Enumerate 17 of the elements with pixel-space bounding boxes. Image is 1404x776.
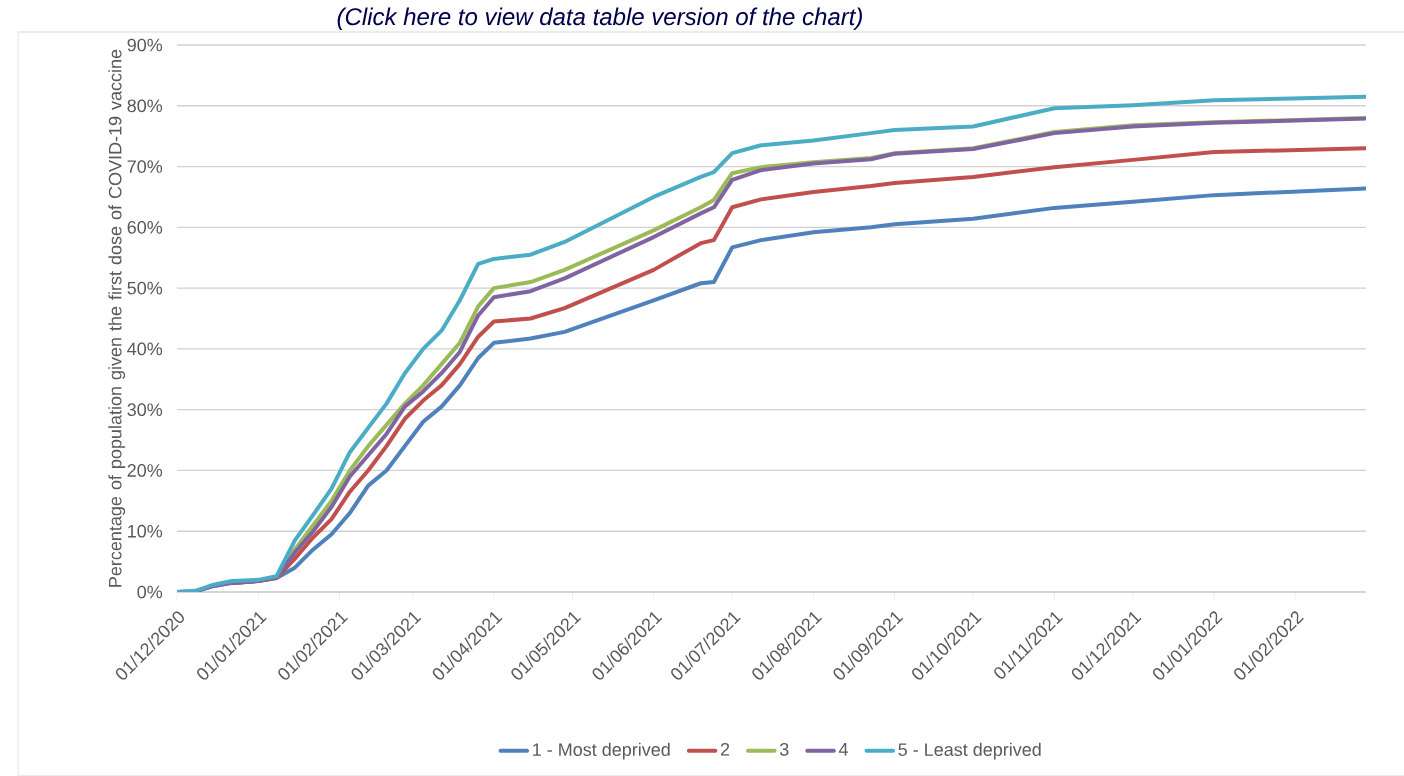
y-tick-label: 20%	[127, 464, 163, 477]
y-tick-label: 10%	[128, 524, 163, 538]
legend-label: 4	[838, 743, 848, 756]
y-tick-label: 50%	[127, 281, 163, 295]
text: (Click here to view data table version of the chart)	[337, 7, 862, 30]
y-tick-label: 60%	[127, 220, 163, 234]
legend-label: 1 - Most deprived	[533, 742, 670, 760]
legend-label: 3	[779, 742, 789, 756]
legend-label: 2	[720, 742, 730, 756]
y-tick-label: 30%	[127, 403, 163, 417]
y-tick-label: 80%	[127, 99, 163, 113]
y-tick-label: 40%	[127, 342, 163, 356]
y-tick-label: 90%	[127, 38, 163, 52]
y-axis-title: Percentage of population given the first dose of COVID-19 vaccine	[108, 49, 126, 587]
legend-label: 5 - Least deprived	[898, 742, 1041, 760]
y-tick-label: 0%	[137, 585, 163, 599]
y-tick-label: 70%	[127, 160, 163, 173]
